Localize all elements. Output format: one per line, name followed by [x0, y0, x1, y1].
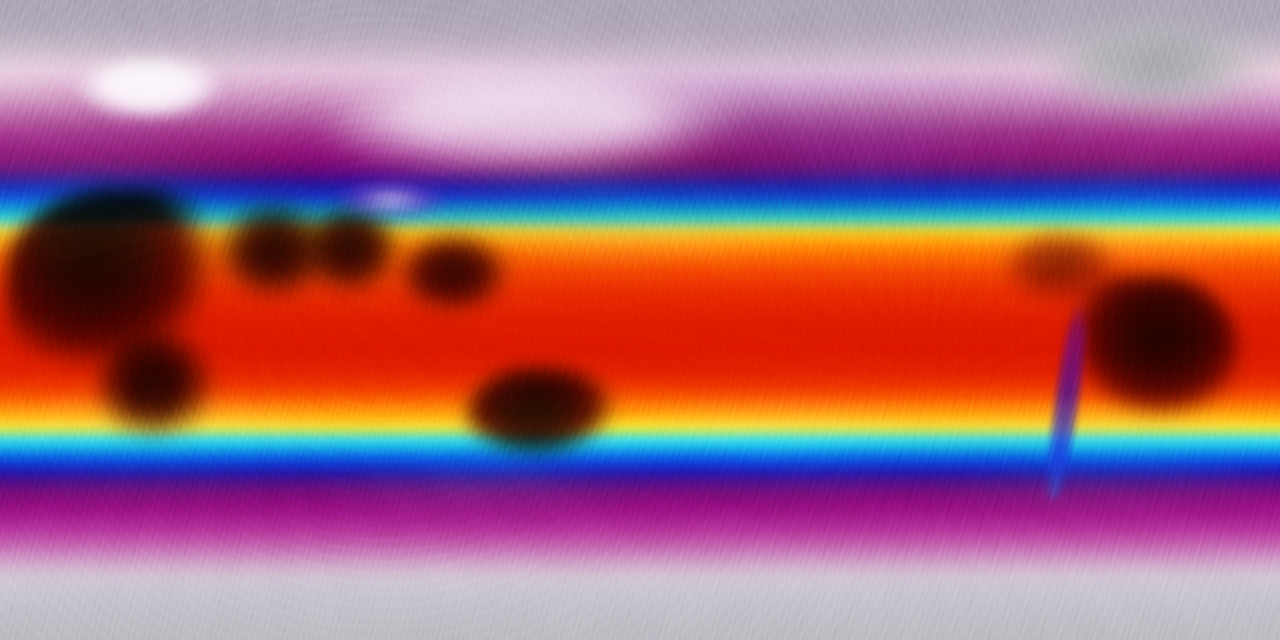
region-antarctica — [0, 548, 1280, 640]
region-australia-interior — [466, 368, 622, 476]
region-indian-subcontinent — [300, 208, 408, 316]
region-greenland-scandinavia — [74, 54, 224, 124]
region-amazon-basin — [1062, 276, 1238, 466]
region-southern-africa — [96, 330, 226, 460]
region-siberia-cold-pool — [330, 68, 750, 178]
region-himalaya-tibetan-plateau — [336, 182, 446, 218]
region-central-america — [1000, 226, 1120, 306]
region-arctic-gray-patch — [1040, 14, 1270, 114]
region-southeast-asia — [400, 232, 520, 324]
